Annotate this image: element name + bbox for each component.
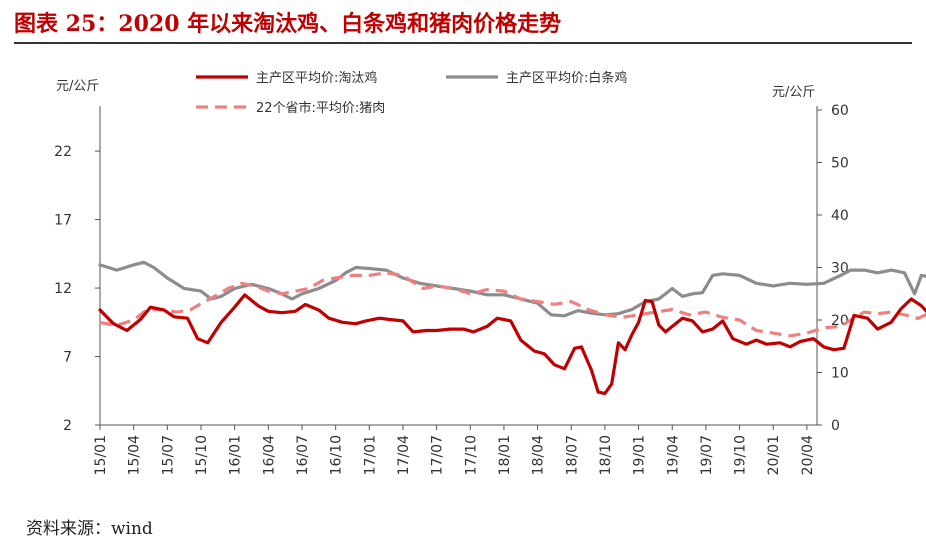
- x-tick-label: 20/01: [766, 435, 782, 475]
- right-y-tick-label: 50: [831, 156, 849, 172]
- x-tick-label: 17/10: [463, 435, 479, 475]
- legend-label-2: 主产区平均价:白条鸡: [506, 70, 627, 86]
- x-tick-label: 16/07: [295, 435, 311, 475]
- x-tick-label: 20/04: [800, 435, 816, 475]
- series-line-3: [99, 271, 926, 338]
- left-y-unit: 元/公斤: [56, 79, 99, 94]
- x-tick-label: 19/01: [632, 435, 648, 475]
- title-divider: [14, 42, 912, 44]
- x-tick-label: 17/04: [396, 435, 412, 475]
- left-y-tick-label: 2: [63, 418, 72, 434]
- x-tick-label: 18/04: [531, 435, 547, 475]
- left-y-tick-label: 22: [54, 144, 72, 160]
- right-y-tick-label: 40: [831, 208, 849, 224]
- plot-area: [98, 260, 926, 396]
- right-y-unit: 元/公斤: [772, 85, 815, 100]
- left-y-tick-label: 12: [54, 281, 72, 297]
- x-tick-label: 16/04: [261, 435, 277, 475]
- x-tick-label: 16/01: [228, 435, 244, 475]
- x-tick-label: 18/01: [497, 435, 513, 475]
- x-tick-label: 15/07: [160, 435, 176, 475]
- x-tick-label: 17/01: [362, 435, 378, 475]
- legend-label-3: 22个省市:平均价:猪肉: [256, 100, 385, 116]
- x-tick-label: 18/10: [598, 435, 614, 475]
- legend-label-1: 主产区平均价:淘汰鸡: [256, 70, 377, 86]
- x-tick-label: 18/07: [564, 435, 580, 475]
- x-tick-label: 15/10: [194, 435, 210, 475]
- x-tick-label: 16/10: [329, 435, 345, 475]
- x-tick-label: 17/07: [430, 435, 446, 475]
- chart-legend: 主产区平均价:淘汰鸡 主产区平均价:白条鸡 22个省市:平均价:猪肉: [196, 70, 627, 116]
- figure-title: 图表 25：2020 年以来淘汰鸡、白条鸡和猪肉价格走势: [14, 11, 562, 37]
- left-y-tick-label: 7: [63, 350, 72, 366]
- x-tick-label: 15/01: [93, 435, 109, 475]
- series-line-2: [98, 260, 926, 318]
- left-y-tick-label: 17: [54, 213, 72, 229]
- right-y-tick-label: 60: [831, 103, 849, 119]
- series-line-1: [98, 293, 926, 396]
- x-tick-label: 15/04: [127, 435, 143, 475]
- source-note: 资料来源：wind: [26, 519, 153, 539]
- x-tick-label: 19/07: [699, 435, 715, 475]
- right-y-tick-label: 0: [831, 418, 840, 434]
- x-tick-label: 19/04: [665, 435, 681, 475]
- x-tick-label: 19/10: [733, 435, 749, 475]
- right-y-tick-label: 10: [831, 366, 849, 382]
